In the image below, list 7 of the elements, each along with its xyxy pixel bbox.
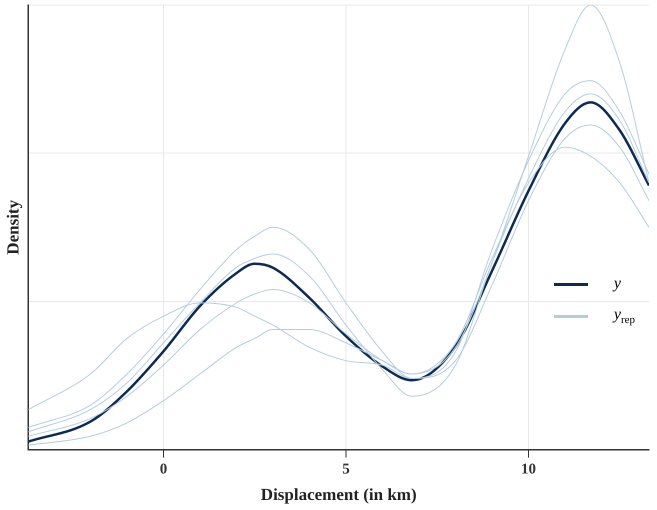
legend-label: y$_{rep}$ bbox=[614, 306, 635, 326]
legend-label: y bbox=[614, 275, 621, 293]
x-tick-label: 10 bbox=[521, 461, 536, 478]
x-axis-title: Displacement (in km) bbox=[260, 485, 417, 504]
y-axis-title: Density bbox=[4, 199, 23, 255]
x-tick-label: 0 bbox=[160, 461, 168, 478]
x-tick-label: 5 bbox=[342, 461, 350, 478]
